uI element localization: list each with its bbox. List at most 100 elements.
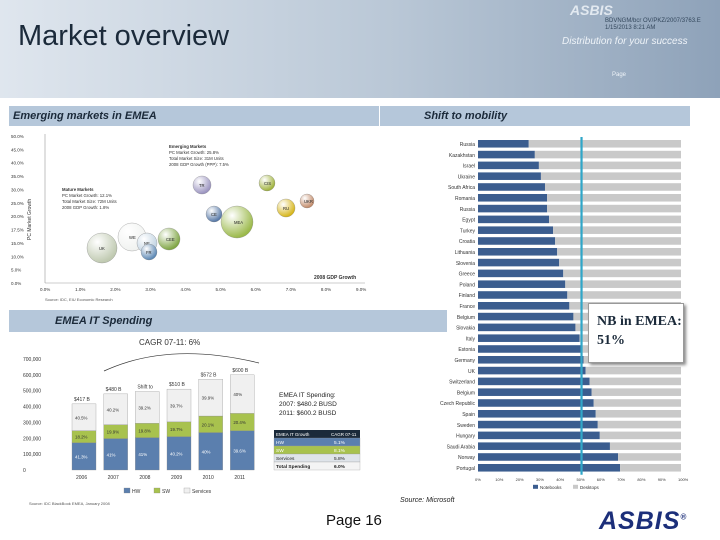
mobility-bar-notebooks bbox=[478, 312, 574, 321]
mobility-bar-notebooks bbox=[478, 140, 529, 148]
spending-bar-hw bbox=[230, 430, 255, 471]
header-meta-line: BDVNGM/bcr OV/PKZ/2007/3763.E bbox=[605, 18, 701, 24]
table-row bbox=[273, 437, 361, 447]
mobility-country-label: Italy bbox=[466, 336, 476, 342]
bubble-notes-emerging: Emerging Markets PC Market Growth: 25.8%… bbox=[169, 144, 229, 167]
mobility-bar-desktops bbox=[553, 226, 681, 234]
table-cell: 5.8% bbox=[334, 456, 346, 462]
mobility-bar-desktops bbox=[618, 453, 681, 461]
mobility-bar-desktops bbox=[559, 258, 681, 267]
mobility-bar-desktops bbox=[528, 140, 681, 148]
bubble-label: NE bbox=[144, 241, 150, 246]
mobility-bar-notebooks bbox=[478, 410, 596, 418]
spending-y-tick: 300,000 bbox=[23, 420, 41, 426]
legend-label: HW bbox=[132, 489, 141, 495]
table-cell: 5.1% bbox=[334, 440, 346, 446]
spending-x-tick: 2009 bbox=[171, 475, 182, 481]
bubble-x-tick: 2.0% bbox=[110, 287, 120, 292]
mobility-legend: Notebooks Desktops bbox=[533, 484, 600, 490]
note-line: 2008 GDP Growth: 1.8% bbox=[62, 205, 109, 210]
spending-y-tick: 500,000 bbox=[23, 389, 41, 395]
mobility-x-tick: 60% bbox=[597, 477, 605, 482]
bubble-label: MEA bbox=[234, 220, 243, 225]
nb-callout: NB in EMEA: 51% bbox=[588, 303, 684, 363]
mobility-country-label: Egypt bbox=[462, 218, 475, 224]
spending-total-label: $600 B bbox=[232, 368, 249, 374]
spending-source: Source: IDC BlackBook EMEA, January 2008 bbox=[29, 501, 110, 506]
mobility-bar-desktops bbox=[563, 269, 681, 278]
mobility-bar-desktops bbox=[547, 194, 681, 202]
bubble-fr bbox=[140, 243, 158, 261]
spending-total-label: Shift to bbox=[137, 385, 153, 391]
table-row bbox=[273, 461, 361, 471]
mobility-country-label: Kazakhstan bbox=[449, 153, 475, 159]
mobility-country-label: Croatia bbox=[459, 239, 475, 245]
bubble-label: TR bbox=[199, 183, 205, 188]
table-cell: Total Spending bbox=[276, 464, 310, 470]
table-row bbox=[273, 445, 361, 455]
bubble-y-tick: 35.0% bbox=[11, 174, 24, 179]
bubble-y-tick: 5.0% bbox=[11, 268, 21, 273]
note-line: PC Market Growth: 12.1% bbox=[62, 193, 112, 198]
mobility-bars: Russia Kazakhstan Israel Ukraine South Afric… bbox=[440, 140, 681, 472]
spending-label: EMEA IT Spending bbox=[55, 315, 153, 327]
header-logo-watermark: ASBIS bbox=[570, 2, 613, 18]
spending-growth-table: EMEA IT Growth CAGR 07-11 HW 5.1% SW 8.1% Serv… bbox=[273, 430, 361, 471]
mobility-bar-desktops bbox=[540, 172, 681, 180]
mobility-bar-notebooks bbox=[478, 420, 598, 429]
bubble-cee bbox=[157, 227, 181, 251]
mobility-x-tick: 30% bbox=[536, 477, 544, 482]
spending-bar-value: 19.8% bbox=[138, 428, 151, 433]
bubble-ukr bbox=[299, 193, 315, 209]
asbis-logo: ASBIS® bbox=[599, 507, 687, 536]
mobility-bar-desktops bbox=[599, 431, 681, 440]
spending-y-tick: 0 bbox=[23, 468, 26, 474]
spending-total-label: $417 B bbox=[74, 397, 91, 403]
spending-bar-hw bbox=[135, 437, 160, 471]
bubble-source: Source: IDC, EIU Economic Research bbox=[45, 297, 113, 302]
bubble-y-ticks: 50.0% 45.0% 40.0% 35.0% 30.0% 25.0% 20.0% 17.5%… bbox=[11, 134, 24, 286]
mobility-country-label: South Africa bbox=[448, 185, 475, 191]
bubble-x-tick: 6.0% bbox=[251, 287, 261, 292]
table-cell: Services bbox=[276, 456, 295, 462]
spending-total-label: $510 B bbox=[169, 382, 186, 388]
spending-bar-value: 40% bbox=[202, 449, 211, 454]
mobility-bar-desktops bbox=[544, 183, 681, 191]
mobility-bar-notebooks bbox=[478, 464, 621, 472]
mobility-country-label: Czech Republic bbox=[440, 401, 476, 407]
mobility-x-tick: 20% bbox=[516, 477, 524, 482]
note-line: Emerging Markets bbox=[169, 144, 207, 149]
spending-cagr: CAGR 07-11: 6% bbox=[139, 338, 200, 347]
spending-y-tick: 400,000 bbox=[23, 405, 41, 411]
mobility-x-ticks: 0% 10% 20% 30% 40% 50% 60% 70% 80% 90% 100% bbox=[475, 477, 689, 482]
spending-bar-value: 39.7% bbox=[170, 404, 183, 409]
spending-x-tick: 2006 bbox=[76, 475, 87, 481]
mobility-bar-notebooks bbox=[478, 226, 554, 234]
mobility-bar-desktops bbox=[597, 420, 681, 429]
spending-bar-services bbox=[103, 393, 128, 425]
spending-bars: 41.3% 18.2% 40.5% $417 B 41% 19.9% 40.2% $480 B… bbox=[71, 368, 255, 471]
bubble-x-tick: 3.0% bbox=[145, 287, 155, 292]
mobility-bar-desktops bbox=[557, 248, 681, 256]
table-header-bg bbox=[274, 430, 360, 438]
bubble-y-tick: 40.0% bbox=[11, 161, 24, 166]
mobility-bar-notebooks bbox=[478, 150, 535, 159]
mobility-country-label: Portugal bbox=[456, 466, 475, 472]
mobility-bar-notebooks bbox=[478, 334, 580, 342]
spending-legend: HW SW Services bbox=[123, 487, 212, 495]
spending-x-tick: 2010 bbox=[203, 475, 214, 481]
spending-bar-services bbox=[230, 374, 255, 414]
spending-total-label: $572 B bbox=[201, 372, 218, 378]
legend-label: Notebooks bbox=[540, 485, 562, 490]
spending-info-box: EMEA IT Spending: 2007: $480.2 BUSD 2011… bbox=[279, 392, 337, 417]
bubble-chart-bg bbox=[9, 128, 371, 306]
bubble-y-tick: 45.0% bbox=[11, 147, 24, 152]
mobility-header-bar: Shift to mobility bbox=[380, 106, 690, 126]
bubble-ce bbox=[205, 205, 223, 223]
legend-swatch bbox=[153, 487, 161, 494]
bubble-y-tick: 25.0% bbox=[11, 201, 24, 206]
cagr-arc bbox=[103, 353, 260, 372]
mobility-bar-notebooks bbox=[478, 280, 566, 288]
spending-bar-services bbox=[71, 403, 97, 431]
bubble-label: CIS bbox=[264, 181, 271, 186]
